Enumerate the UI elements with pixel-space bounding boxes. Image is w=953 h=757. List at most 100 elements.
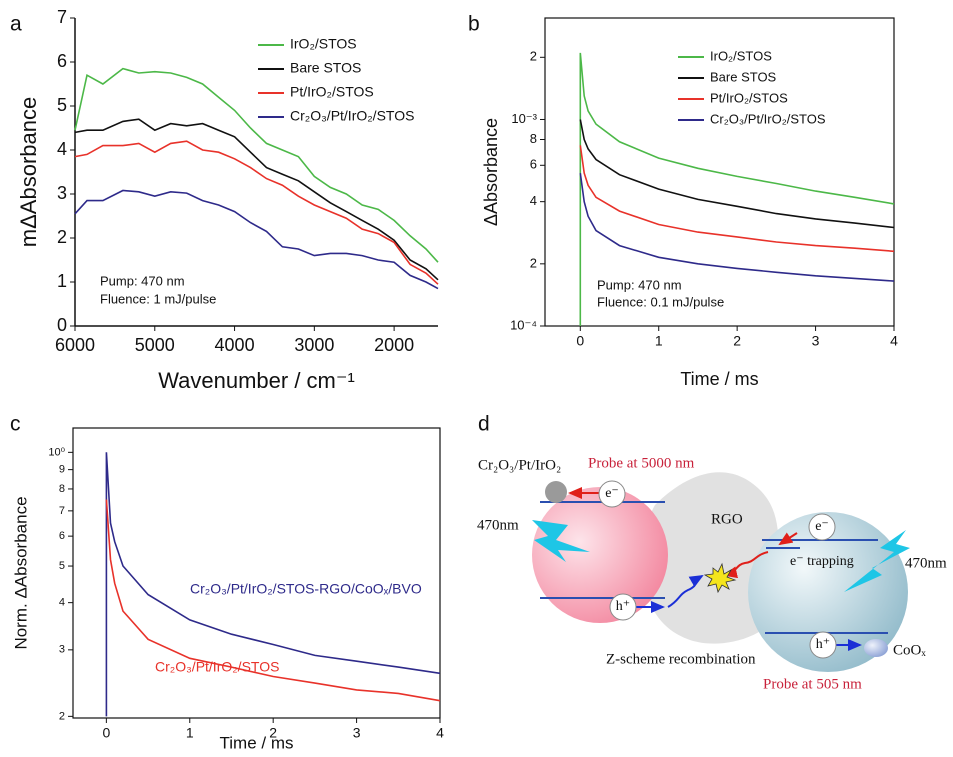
light-bolt-left bbox=[532, 520, 590, 562]
panel-label: d bbox=[478, 413, 490, 436]
x-tick-label: 2 bbox=[269, 725, 277, 741]
panel-label: a bbox=[10, 13, 22, 36]
electron-left bbox=[598, 480, 626, 508]
legend-label: IrO₂/STOS bbox=[290, 36, 357, 52]
legend-label: Bare STOS bbox=[710, 69, 777, 84]
x-tick-label: 0 bbox=[576, 333, 584, 349]
plot-frame bbox=[544, 17, 895, 327]
x-tick-label: 3 bbox=[353, 725, 361, 741]
y-tick-label: 6 bbox=[59, 530, 65, 542]
series-line bbox=[74, 189, 439, 290]
y-tick-label: 2 bbox=[530, 49, 537, 64]
electron-label: e⁻ bbox=[815, 519, 829, 534]
y-tick-label: 2 bbox=[57, 227, 67, 247]
chart-panel: a 6000 5000 4000 3000 2000 0 1 2 3 4 5 6 7 Wavenumber … bbox=[10, 7, 439, 393]
y-tick-label: 4 bbox=[57, 139, 67, 159]
y-tick-label: 5 bbox=[57, 95, 67, 115]
y-tick-label: 9 bbox=[59, 464, 65, 476]
trapping-arrow bbox=[778, 532, 798, 546]
x-axis-title: Wavenumber / cm⁻¹ bbox=[158, 368, 355, 393]
y-tick-label: 7 bbox=[57, 7, 67, 27]
cocatalyst-particle bbox=[545, 481, 567, 503]
chart-panel: c 0 1 2 3 4 2 3 4 5 6 7 8 9 10⁰ Time / ms Norm. ΔAbsorba… bbox=[10, 413, 444, 753]
legend-label: Cr₂O₃/Pt/IrO₂/STOS bbox=[710, 111, 826, 126]
y-axis-title: Norm. ΔAbsorbance bbox=[11, 496, 30, 649]
diagram: d Cr₂O₃/Pt/IrO₂ Probe at 5000 nm e⁻ 470n… bbox=[477, 413, 947, 693]
series-line bbox=[105, 499, 441, 702]
plot-frame bbox=[72, 427, 441, 719]
x-tick-label: 4 bbox=[436, 725, 444, 741]
probe-label: Probe at 505 nm bbox=[763, 676, 862, 692]
hole-left bbox=[609, 593, 637, 621]
x-tick-label: 6000 bbox=[55, 335, 95, 355]
y-tick-label: 5 bbox=[59, 560, 65, 572]
light-bolt-right bbox=[844, 530, 910, 592]
x-tick-label: 1 bbox=[655, 333, 663, 349]
x-tick-label: 5000 bbox=[135, 335, 175, 355]
series-line bbox=[74, 67, 439, 263]
annotation: Fluence: 0.1 mJ/pulse bbox=[597, 294, 724, 309]
x-tick-label: 4000 bbox=[215, 335, 255, 355]
x-axis-title: Time / ms bbox=[220, 733, 294, 752]
material-label: Cr₂O₃/Pt/IrO₂ bbox=[478, 457, 561, 473]
hole-label: h⁺ bbox=[816, 637, 830, 652]
annotation: Pump: 470 nm bbox=[100, 273, 185, 288]
annotation: Pump: 470 nm bbox=[597, 277, 682, 292]
recombination-star bbox=[703, 562, 737, 594]
chart-panel: b 0 1 2 3 4 10⁻⁴ 2 4 6 8 10⁻³ 2 Time / ms ΔAbsorbance I… bbox=[468, 13, 898, 389]
y-tick-label: 8 bbox=[530, 131, 537, 146]
y-axis-title: mΔAbsorbance bbox=[16, 97, 41, 247]
legend-label: Pt/IrO₂/STOS bbox=[710, 90, 788, 105]
legend-label: Pt/IrO₂/STOS bbox=[290, 84, 374, 100]
trapping-label: e⁻ trapping bbox=[790, 554, 854, 569]
legend-label: Bare STOS bbox=[290, 60, 361, 76]
pump-label: 470nm bbox=[905, 555, 947, 571]
y-tick-label: 2 bbox=[530, 255, 537, 270]
y-tick-label: 6 bbox=[530, 157, 537, 172]
y-tick-label: 8 bbox=[59, 483, 65, 495]
y-tick-label: 1 bbox=[57, 271, 67, 291]
pump-label: 470nm bbox=[477, 517, 519, 533]
x-tick-label: 1 bbox=[186, 725, 194, 741]
series-line bbox=[579, 52, 895, 326]
series-line bbox=[579, 145, 895, 253]
y-tick-label: 3 bbox=[59, 644, 65, 656]
panel-label: c bbox=[10, 413, 21, 436]
series-line bbox=[579, 172, 895, 282]
recombination-label: Z-scheme recombination bbox=[606, 651, 756, 667]
y-tick-label: 6 bbox=[57, 51, 67, 71]
series-label: Cr₂O₃/Pt/IrO₂/STOS bbox=[155, 659, 279, 675]
recombination-electron bbox=[723, 551, 769, 579]
series-line bbox=[74, 140, 439, 285]
x-tick-label: 3000 bbox=[294, 335, 334, 355]
recombination-hole bbox=[667, 575, 704, 608]
hole-right bbox=[809, 631, 837, 659]
series-line bbox=[74, 118, 439, 281]
probe-label: Probe at 5000 nm bbox=[588, 455, 695, 471]
x-tick-label: 2 bbox=[733, 333, 741, 349]
panel-label: b bbox=[468, 13, 480, 36]
hole-label: h⁺ bbox=[616, 599, 630, 614]
y-tick-label: 10⁻³ bbox=[511, 111, 537, 126]
semiconductor-left bbox=[532, 487, 668, 623]
series-line bbox=[579, 119, 895, 229]
legend-label: Cr₂O₃/Pt/IrO₂/STOS bbox=[290, 108, 414, 124]
x-axis-title: Time / ms bbox=[680, 369, 758, 389]
y-tick-label: 0 bbox=[57, 315, 67, 335]
series-line bbox=[105, 452, 441, 717]
y-axis-title: ΔAbsorbance bbox=[481, 118, 501, 226]
y-tick-label: 4 bbox=[59, 597, 65, 609]
series-label: Cr₂O₃/Pt/IrO₂/STOS-RGO/CoOₓ/BVO bbox=[190, 581, 422, 597]
legend-label: IrO₂/STOS bbox=[710, 48, 772, 63]
electron-right bbox=[808, 513, 836, 541]
y-tick-label: 10⁻⁴ bbox=[510, 317, 537, 332]
x-tick-label: 3 bbox=[812, 333, 820, 349]
rgo-label: RGO bbox=[711, 511, 743, 527]
cocatalyst-label: CoOₓ bbox=[893, 642, 926, 658]
y-tick-label: 3 bbox=[57, 183, 67, 203]
x-tick-label: 4 bbox=[890, 333, 898, 349]
x-tick-label: 0 bbox=[102, 725, 110, 741]
x-tick-label: 2000 bbox=[374, 335, 414, 355]
y-tick-label: 7 bbox=[59, 505, 65, 517]
